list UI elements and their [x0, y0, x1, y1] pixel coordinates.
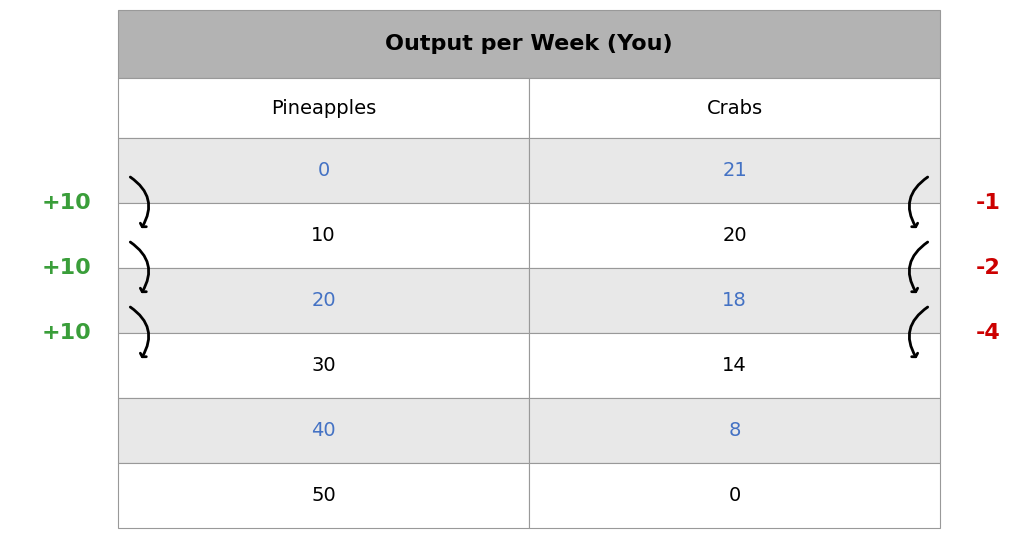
Text: +10: +10	[41, 323, 91, 343]
Bar	[529, 268, 940, 333]
Text: 10: 10	[311, 226, 336, 245]
Text: 21: 21	[722, 161, 746, 180]
Text: 8: 8	[728, 421, 740, 440]
Bar	[529, 398, 940, 463]
Text: -2: -2	[976, 258, 1000, 278]
Bar	[118, 138, 529, 203]
Bar	[529, 203, 940, 268]
Text: 30: 30	[311, 356, 336, 375]
Bar	[529, 138, 940, 203]
Bar	[529, 333, 940, 398]
Text: 0: 0	[728, 486, 740, 505]
Bar	[118, 268, 529, 333]
Text: Output per Week (You): Output per Week (You)	[385, 34, 673, 54]
Bar	[118, 463, 529, 528]
Text: +10: +10	[41, 258, 91, 278]
Bar	[529, 463, 940, 528]
Bar	[118, 398, 529, 463]
Text: Pineapples: Pineapples	[271, 98, 376, 118]
Text: +10: +10	[41, 193, 91, 213]
Text: Crabs: Crabs	[707, 98, 763, 118]
Bar	[118, 203, 529, 268]
Bar	[118, 78, 529, 138]
Text: 20: 20	[722, 226, 746, 245]
Bar	[118, 333, 529, 398]
Text: 20: 20	[311, 291, 336, 310]
Bar	[118, 10, 940, 78]
Text: -4: -4	[976, 323, 1000, 343]
Bar	[529, 78, 940, 138]
Text: 40: 40	[311, 421, 336, 440]
Text: -1: -1	[976, 193, 1000, 213]
Text: 0: 0	[317, 161, 330, 180]
Text: 18: 18	[722, 291, 746, 310]
Text: 14: 14	[722, 356, 746, 375]
Text: 50: 50	[311, 486, 336, 505]
